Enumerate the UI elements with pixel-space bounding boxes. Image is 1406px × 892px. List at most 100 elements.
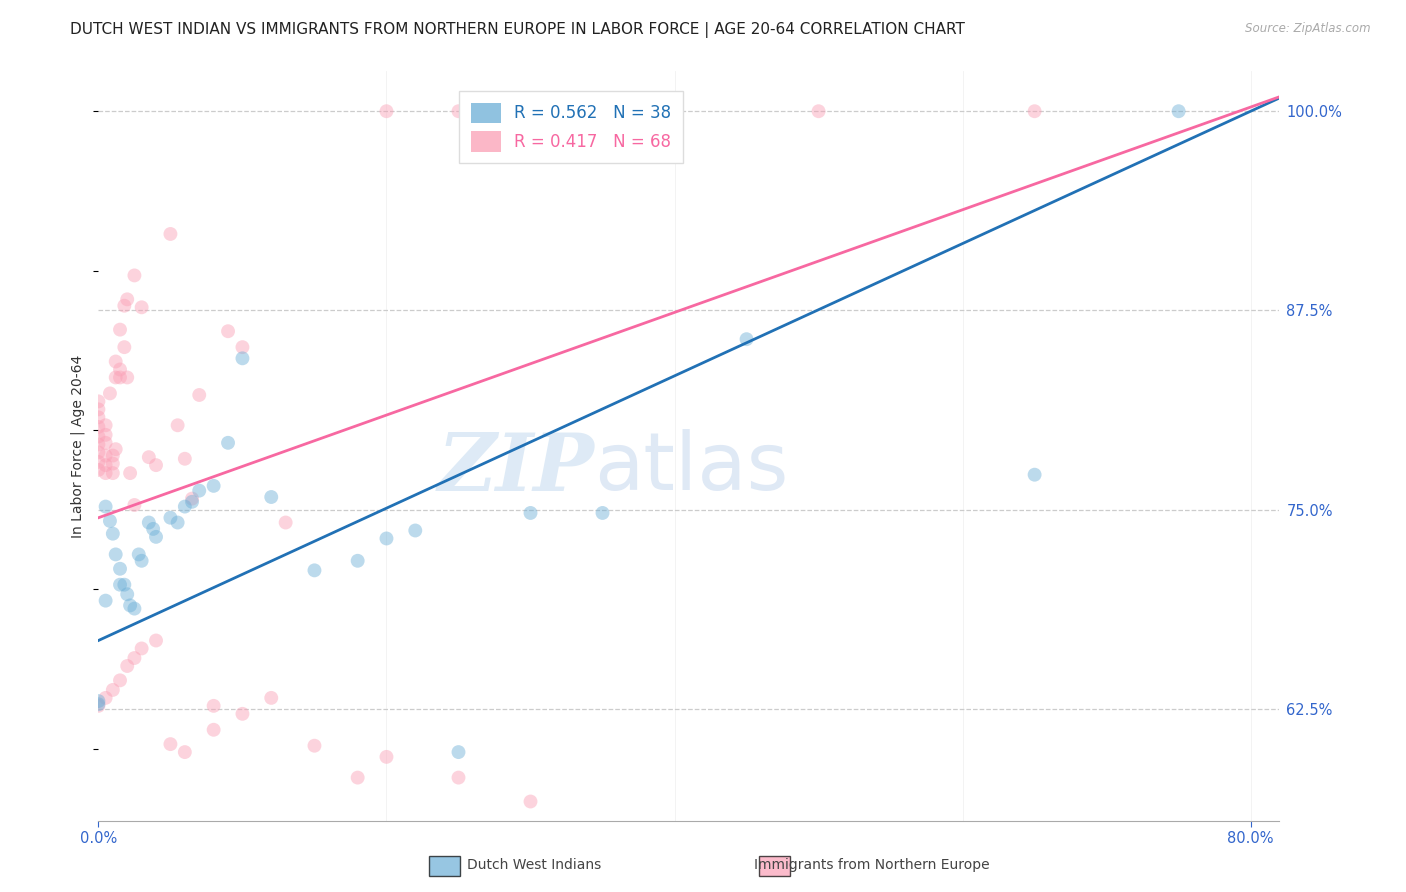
Point (304, 563, 326, 577)
Point (108, 673, 131, 688)
Point (115, 293, 138, 307)
Point (138, 516, 160, 530)
Point (375, 532, 398, 546)
Point (87, 394, 110, 409)
Point (173, 451, 195, 466)
Text: ZIP: ZIP (437, 430, 595, 508)
Point (87, 410, 110, 425)
Y-axis label: In Labor Force | Age 20-64: In Labor Force | Age 20-64 (70, 354, 86, 538)
Point (447, 104, 470, 119)
Point (304, 739, 326, 753)
Point (404, 524, 426, 538)
Point (375, 750, 398, 764)
Point (166, 516, 188, 530)
Point (1024, 104, 1046, 119)
Point (159, 510, 181, 524)
Point (94, 593, 117, 607)
Point (120, 466, 142, 480)
Point (128, 548, 150, 562)
Point (94, 458, 117, 472)
Point (166, 418, 188, 433)
Text: DUTCH WEST INDIAN VS IMMIGRANTS FROM NORTHERN EUROPE IN LABOR FORCE | AGE 20-64 : DUTCH WEST INDIAN VS IMMIGRANTS FROM NOR… (70, 22, 965, 38)
Point (94, 449, 117, 463)
Point (664, 104, 686, 119)
Point (101, 825, 124, 839)
Point (124, 268, 146, 283)
Point (304, 848, 326, 863)
Point (94, 466, 117, 480)
Point (87, 694, 110, 708)
Point (145, 530, 167, 544)
Point (87, 463, 110, 477)
Point (120, 599, 142, 613)
Point (138, 450, 160, 465)
Point (108, 323, 131, 337)
Point (145, 633, 167, 648)
Point (115, 370, 138, 384)
Point (104, 548, 127, 562)
Point (94, 690, 117, 705)
Point (101, 682, 124, 697)
Point (173, 500, 195, 514)
Point (98, 386, 121, 401)
Point (188, 483, 211, 498)
Point (87, 698, 110, 712)
Point (112, 299, 135, 313)
Point (807, 104, 830, 119)
Point (447, 745, 470, 759)
Legend: R = 0.562   N = 38, R = 0.417   N = 68: R = 0.562 N = 38, R = 0.417 N = 68 (458, 91, 683, 163)
Point (131, 554, 153, 568)
Point (94, 435, 117, 450)
Point (124, 498, 146, 512)
Point (104, 370, 127, 384)
Point (375, 104, 398, 119)
Point (519, 104, 541, 119)
Point (112, 577, 135, 591)
Point (108, 562, 131, 576)
Text: Dutch West Indians: Dutch West Indians (467, 858, 602, 872)
Text: Source: ZipAtlas.com: Source: ZipAtlas.com (1246, 22, 1371, 36)
Point (87, 429, 110, 443)
Point (735, 332, 758, 346)
Point (188, 388, 211, 402)
Point (94, 500, 117, 514)
Point (101, 466, 124, 480)
Point (87, 402, 110, 417)
Point (159, 227, 181, 241)
Point (101, 449, 124, 463)
Point (202, 723, 225, 737)
Point (231, 706, 253, 721)
Point (592, 506, 614, 520)
Point (346, 771, 368, 785)
Point (231, 340, 253, 354)
Point (87, 445, 110, 459)
Point (131, 641, 153, 656)
Point (115, 587, 138, 601)
Point (447, 771, 470, 785)
Point (112, 340, 135, 354)
Point (87, 698, 110, 713)
Point (217, 435, 239, 450)
Text: Immigrants from Northern Europe: Immigrants from Northern Europe (754, 858, 990, 872)
Text: atlas: atlas (595, 429, 789, 508)
Point (519, 506, 541, 520)
Point (104, 442, 127, 457)
Point (131, 301, 153, 315)
Point (217, 324, 239, 338)
Point (108, 577, 131, 591)
Point (94, 418, 117, 433)
Point (145, 458, 167, 472)
Point (260, 690, 283, 705)
Point (108, 370, 131, 384)
Point (260, 490, 283, 504)
Point (98, 514, 121, 528)
Point (124, 601, 146, 615)
Point (104, 354, 127, 368)
Point (173, 745, 195, 759)
Point (94, 427, 117, 442)
Point (142, 522, 165, 536)
Point (87, 437, 110, 451)
Point (108, 362, 131, 376)
Point (181, 495, 204, 509)
Point (159, 737, 181, 751)
